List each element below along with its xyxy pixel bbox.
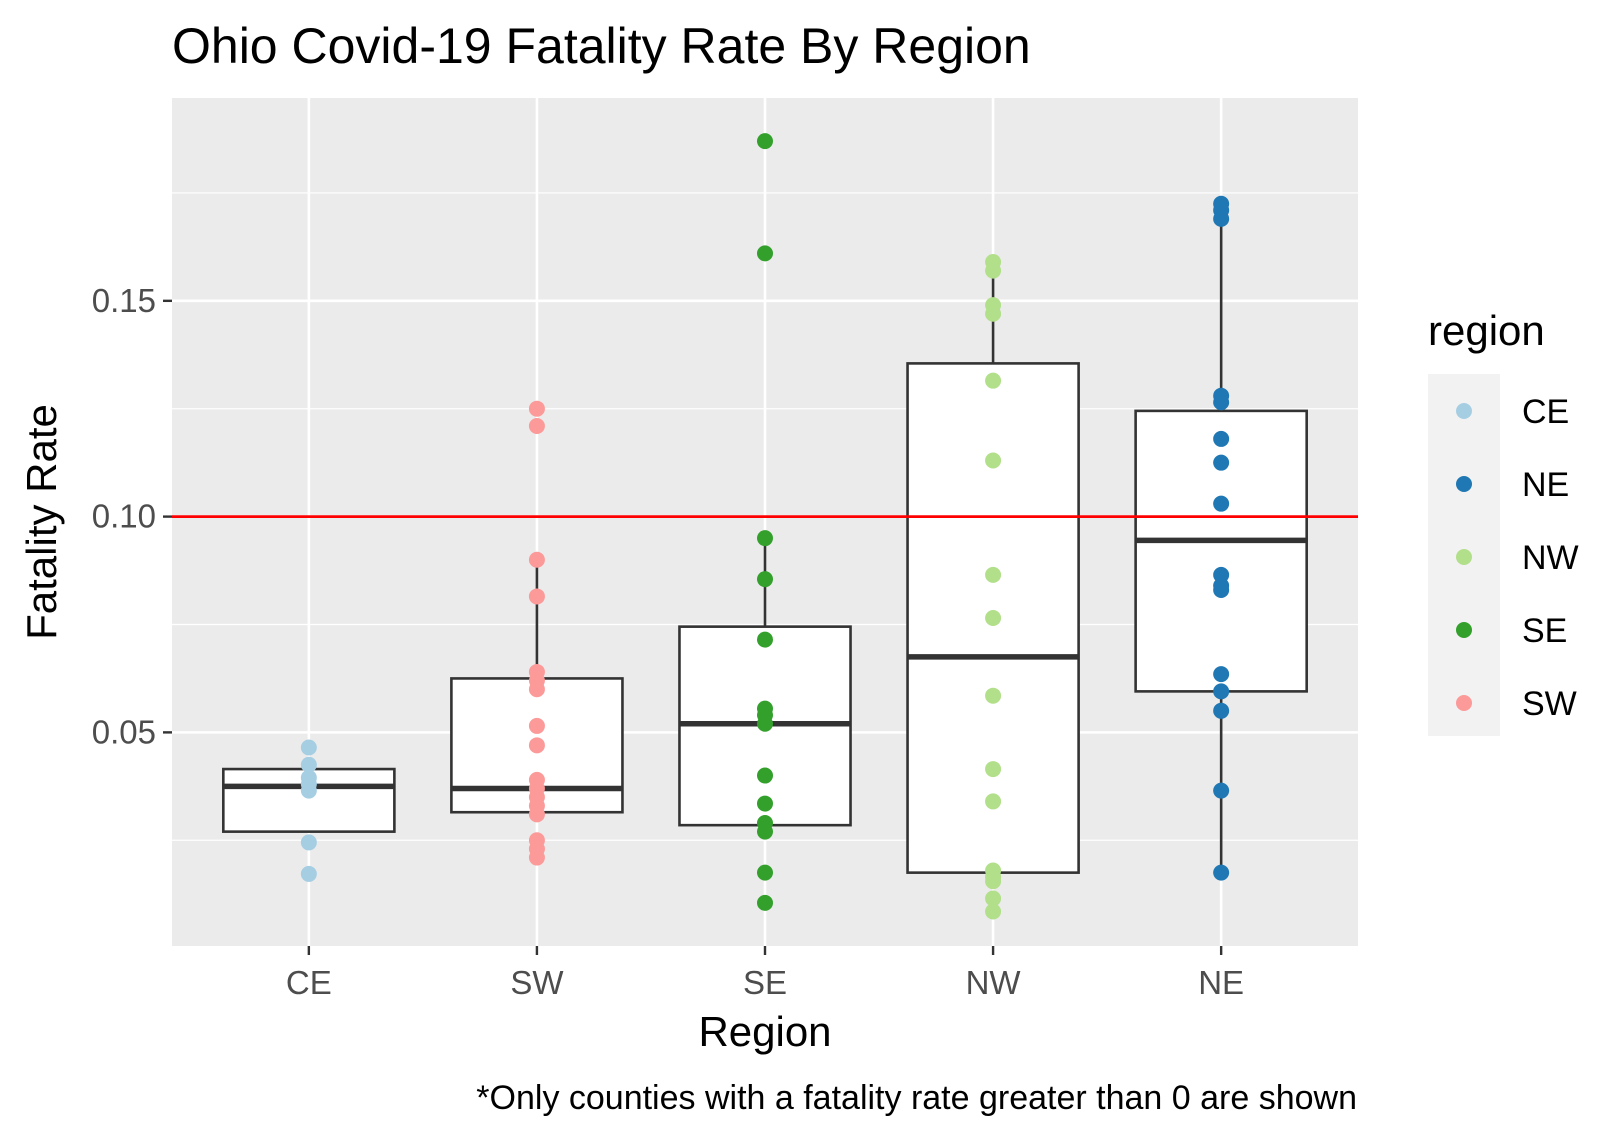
- data-point: [528, 681, 545, 698]
- data-point: [1213, 666, 1230, 683]
- data-point: [1213, 394, 1230, 411]
- x-axis-title: Region: [698, 1008, 831, 1055]
- data-point: [985, 793, 1002, 810]
- legend-key: [1456, 695, 1472, 711]
- points-ne: [1213, 195, 1230, 881]
- data-point: [985, 761, 1002, 778]
- data-point: [1213, 702, 1230, 719]
- data-point: [757, 767, 773, 784]
- data-point: [757, 631, 773, 648]
- data-point: [757, 245, 773, 262]
- data-point: [985, 452, 1002, 469]
- data-point: [757, 715, 773, 732]
- data-point: [1213, 581, 1230, 598]
- data-point: [1213, 495, 1230, 512]
- points-ce: [300, 739, 317, 882]
- points-se: [757, 133, 773, 911]
- data-point: [1213, 210, 1230, 227]
- data-point: [757, 864, 773, 881]
- legend-item-ce: CE: [1456, 393, 1569, 431]
- data-point: [757, 795, 773, 812]
- data-point: [528, 400, 545, 417]
- legend-label: NE: [1522, 466, 1569, 504]
- data-point: [985, 566, 1002, 583]
- boxplot-ne: [1134, 205, 1308, 873]
- box: [1134, 409, 1308, 693]
- legend-label: CE: [1522, 393, 1569, 431]
- data-point: [985, 305, 1002, 322]
- data-point: [757, 571, 773, 588]
- x-axis: CE SW SE NW NE: [286, 946, 1244, 1001]
- data-point: [985, 873, 1002, 890]
- data-point: [1213, 683, 1230, 700]
- y-tick-label: 0.05: [92, 713, 156, 750]
- data-point: [757, 894, 773, 911]
- data-point: [1213, 430, 1230, 447]
- data-point: [1213, 864, 1230, 881]
- data-point: [985, 372, 1002, 389]
- legend-item-se: SE: [1456, 612, 1567, 650]
- data-point: [300, 834, 317, 851]
- data-point: [985, 890, 1002, 907]
- legend-label: SW: [1522, 685, 1577, 723]
- data-point: [1213, 454, 1230, 471]
- data-point: [985, 610, 1002, 627]
- data-point: [985, 687, 1002, 704]
- data-point: [757, 530, 773, 547]
- legend-key: [1456, 403, 1472, 419]
- data-point: [757, 823, 773, 840]
- legend-label: NW: [1522, 539, 1579, 577]
- x-tick-label: SW: [510, 964, 564, 1001]
- x-tick-label: CE: [286, 964, 332, 1001]
- data-point: [528, 849, 545, 866]
- x-tick-label: NW: [966, 964, 1022, 1001]
- data-point: [300, 756, 317, 773]
- y-axis: 0.05 0.10 0.15: [92, 282, 172, 750]
- legend-key: [1456, 549, 1472, 565]
- chart-caption: *Only counties with a fatality rate grea…: [476, 1079, 1357, 1117]
- x-tick-label: SE: [743, 964, 787, 1001]
- data-point: [300, 865, 317, 882]
- data-point: [528, 737, 545, 754]
- y-tick-label: 0.15: [92, 282, 156, 319]
- points-sw: [528, 400, 545, 866]
- chart-title: Ohio Covid-19 Fatality Rate By Region: [172, 18, 1031, 74]
- legend: region CE NE NW SE SW: [1428, 307, 1579, 736]
- points-nw: [985, 253, 1002, 920]
- legend-key: [1456, 622, 1472, 638]
- legend-key: [1456, 476, 1472, 492]
- y-axis-title: Fatality Rate: [18, 404, 65, 640]
- data-point: [528, 417, 545, 434]
- data-point: [528, 551, 545, 568]
- data-point: [757, 133, 773, 150]
- data-point: [528, 588, 545, 605]
- legend-title: region: [1428, 307, 1545, 354]
- data-point: [528, 717, 545, 734]
- data-point: [300, 739, 317, 756]
- data-point: [300, 782, 317, 799]
- legend-label: SE: [1522, 612, 1567, 650]
- data-points: [300, 133, 1230, 920]
- y-tick-label: 0.10: [92, 498, 156, 535]
- data-point: [528, 806, 545, 823]
- data-point: [985, 262, 1002, 279]
- x-tick-label: NE: [1198, 964, 1244, 1001]
- data-point: [1213, 782, 1230, 799]
- legend-item-nw: NW: [1456, 539, 1579, 577]
- data-point: [985, 903, 1002, 920]
- legend-item-sw: SW: [1456, 685, 1577, 723]
- legend-item-ne: NE: [1456, 466, 1569, 504]
